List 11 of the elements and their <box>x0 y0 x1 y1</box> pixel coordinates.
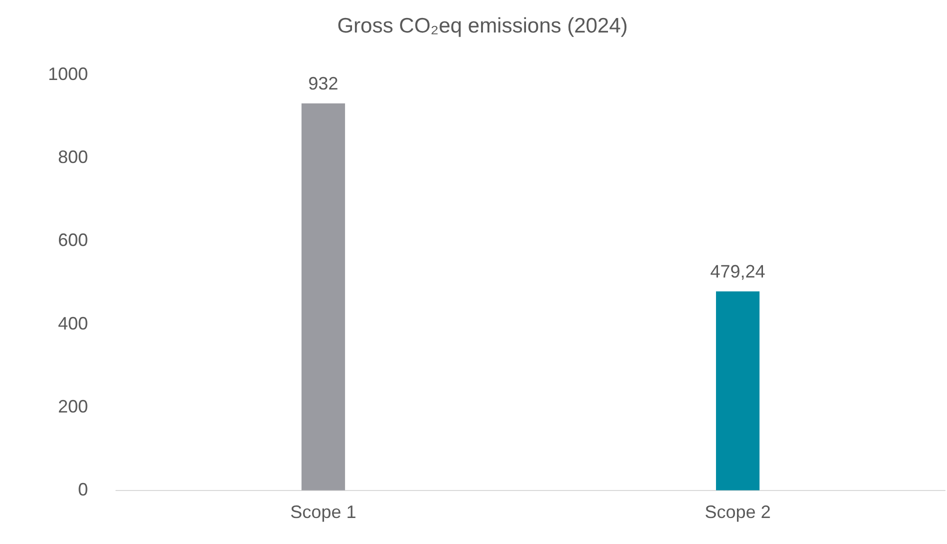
x-tick-label: Scope 2 <box>704 502 771 522</box>
data-label: 932 <box>308 73 338 94</box>
y-tick-label: 400 <box>58 313 88 334</box>
y-tick-label: 1000 <box>48 64 88 84</box>
y-tick-label: 800 <box>58 147 88 168</box>
chart-title: Gross CO₂eq emissions (2024) <box>337 14 628 38</box>
x-tick-label: Scope 1 <box>290 502 356 522</box>
y-tick-label: 200 <box>58 396 88 416</box>
y-tick-label: 0 <box>78 479 88 500</box>
data-label: 479,24 <box>710 261 766 282</box>
y-tick-label: 600 <box>58 230 88 250</box>
